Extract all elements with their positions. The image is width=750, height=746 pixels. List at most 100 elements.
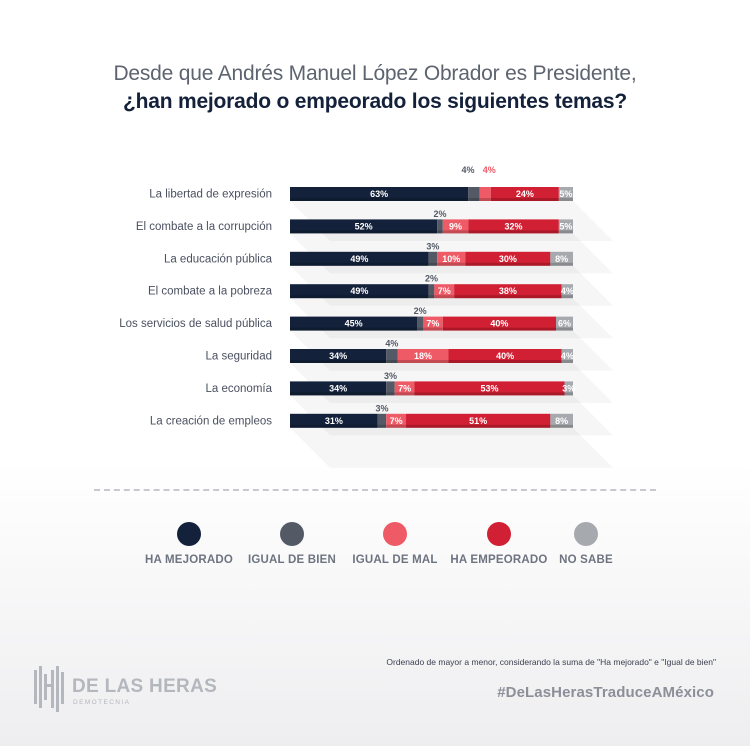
data-label: 7% [438,286,451,296]
bar-segment [377,413,387,428]
bar-segment [428,251,438,266]
bar-segment [468,187,480,201]
bar-segment [550,413,573,428]
bar-segment-edge [290,198,469,201]
data-label: 2% [414,306,427,316]
data-label: 7% [398,383,411,393]
legend-label-ha-mejorado: HA MEJORADO [144,554,234,566]
data-label: 32% [505,221,523,231]
bar-segment [437,251,466,266]
bar-segment [290,251,429,266]
logo-name: DE LAS HERAS [72,676,218,697]
bar-segment [290,413,378,428]
bar-segment [290,349,387,363]
stacked-bar-chart: La libertad de expresión 63% 4% 4% 24% 5% El c… [119,165,613,468]
bar-segment-edge [428,262,438,266]
data-label: 7% [390,416,403,426]
legend-item-no-sabe: NO SABE [526,522,646,566]
bar-segment [564,381,573,396]
bar-segment [290,284,429,299]
data-label: 10% [442,254,460,264]
data-label: 18% [414,351,432,361]
category-label: El combate a la corrupción [136,221,272,233]
data-label: 49% [350,286,368,296]
logo-mark-icon [34,666,64,712]
bar-segment [394,381,415,396]
divider [94,489,656,491]
category-label: La educación pública [164,253,273,265]
bar-segment-edge [556,327,573,331]
data-label: 6% [558,319,571,329]
bar-segment [561,349,573,363]
bar-segment [290,187,469,201]
bar-segment [454,284,562,299]
bar-segment-edge [448,360,562,363]
bar-segment-edge [386,392,395,396]
data-label: 3% [426,241,439,251]
data-label: 52% [355,221,373,231]
bar-segment-edge [561,360,573,363]
legend-label-igual-de-bien: IGUAL DE BIEN [247,554,336,566]
bar-segment-edge [434,295,455,299]
data-label: 34% [329,383,347,393]
bar-segment [417,316,424,331]
data-label: 53% [481,383,499,393]
legend-item-igual-de-mal: IGUAL DE MAL [335,522,455,566]
bar-segment-edge [465,262,551,266]
bar-segment [386,349,398,363]
legend: HA MEJORADO IGUAL DE BIEN IGUAL DE MAL H… [0,522,750,582]
bar-segment [386,413,407,428]
bar-segment [558,187,573,201]
bar-segment-edge [406,424,551,428]
data-label: 34% [329,351,347,361]
legend-label-igual-de-mal: IGUAL DE MAL [352,554,438,566]
bar-segment-edge [442,327,557,331]
bar-segment-edge [417,327,424,331]
legend-swatch-igual-de-bien [280,522,304,546]
hashtag: #DeLasHerasTraduceAMéxico [497,684,714,701]
legend-item-igual-de-bien: IGUAL DE BIEN [232,522,352,566]
legend-swatch-igual-de-mal [383,522,407,546]
footnote: Ordenado de mayor a menor, considerando … [386,657,716,667]
bar-segment-edge [550,424,573,428]
data-label: 51% [469,416,487,426]
bar-shadow [290,428,613,468]
data-label: 31% [325,416,343,426]
bar-segment-edge [479,198,491,201]
bar-segment-edge [290,262,429,266]
bar-segment [550,251,573,266]
data-label: 8% [555,254,568,264]
data-label: 3% [384,371,397,381]
data-label: 63% [370,189,388,199]
bar-segment-edge [468,198,480,201]
bar-segment [479,187,491,201]
bar-segment-edge [490,198,559,201]
bar-segment [434,284,455,299]
bar-segment-edge [454,295,562,299]
bar-segment-edge [564,392,573,396]
bar-segment [290,316,418,331]
bar-segment-edge [290,360,387,363]
data-label: 5% [559,189,572,199]
bar-segment-edge [290,295,429,299]
bar-segment [448,349,562,363]
bar-segment-edge [290,424,378,428]
bar-segment-edge [290,327,418,331]
bar-segment-edge [290,392,387,396]
bar-segment-edge [423,327,443,331]
legend-label-no-sabe: NO SABE [559,554,613,566]
bar-segment [386,381,395,396]
chart-title-line-2: ¿han mejorado o empeorado los siguientes… [122,90,628,113]
bar-segment-edge [290,230,438,234]
data-label: 40% [490,319,508,329]
bar-segment-edge [550,262,573,266]
bar-segment [437,219,443,234]
bar-segment-edge [397,360,449,363]
bar-segment [558,219,573,234]
bar-segment-edge [558,198,573,201]
bar-segment [290,219,438,234]
bar-segment-edge [561,295,573,299]
data-label: 45% [345,319,363,329]
legend-swatch-no-sabe [574,522,598,546]
bar-segment-edge [386,424,407,428]
